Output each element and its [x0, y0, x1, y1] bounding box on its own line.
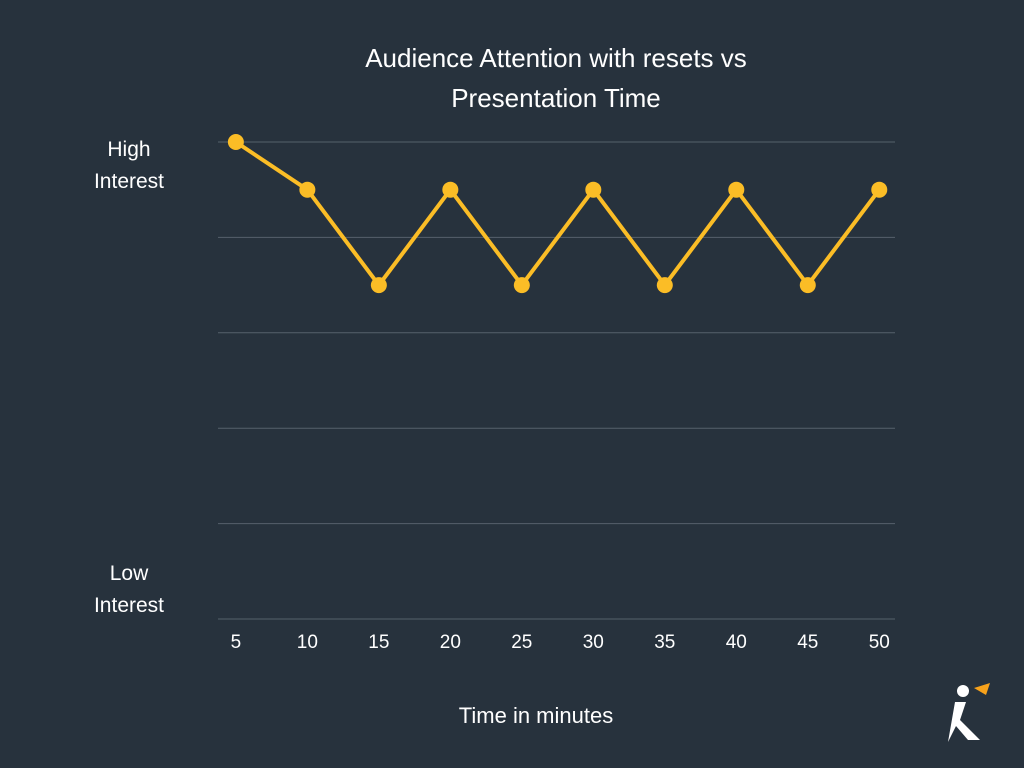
- point: [370, 277, 387, 294]
- point: [585, 181, 602, 198]
- point: [442, 181, 459, 198]
- y-tick-label: Low Interest: [93, 562, 165, 617]
- x-tick-label: 15: [368, 632, 390, 653]
- x-axis-label: Time in minutes: [458, 703, 614, 728]
- point: [513, 277, 530, 294]
- logo: [948, 683, 990, 742]
- x-tick-label: 35: [654, 632, 676, 653]
- x-tick-label: 45: [797, 632, 819, 653]
- x-tick-label: 30: [582, 632, 604, 653]
- point: [799, 277, 816, 294]
- y-tick-label: High Interest: [93, 138, 165, 193]
- chart-title: Audience Attention with resets vs Presen…: [365, 43, 747, 113]
- x-tick-label: 40: [725, 632, 747, 653]
- x-tick-label: 50: [868, 632, 890, 653]
- x-tick-label: 5: [230, 632, 242, 653]
- point: [728, 181, 745, 198]
- point: [299, 181, 316, 198]
- point: [871, 181, 888, 198]
- line: [234, 140, 881, 288]
- x-tick-label: 25: [511, 632, 533, 653]
- point: [227, 134, 244, 150]
- x-tick-label: 10: [296, 632, 318, 653]
- x-tick-label: 20: [439, 632, 461, 653]
- point: [656, 277, 673, 294]
